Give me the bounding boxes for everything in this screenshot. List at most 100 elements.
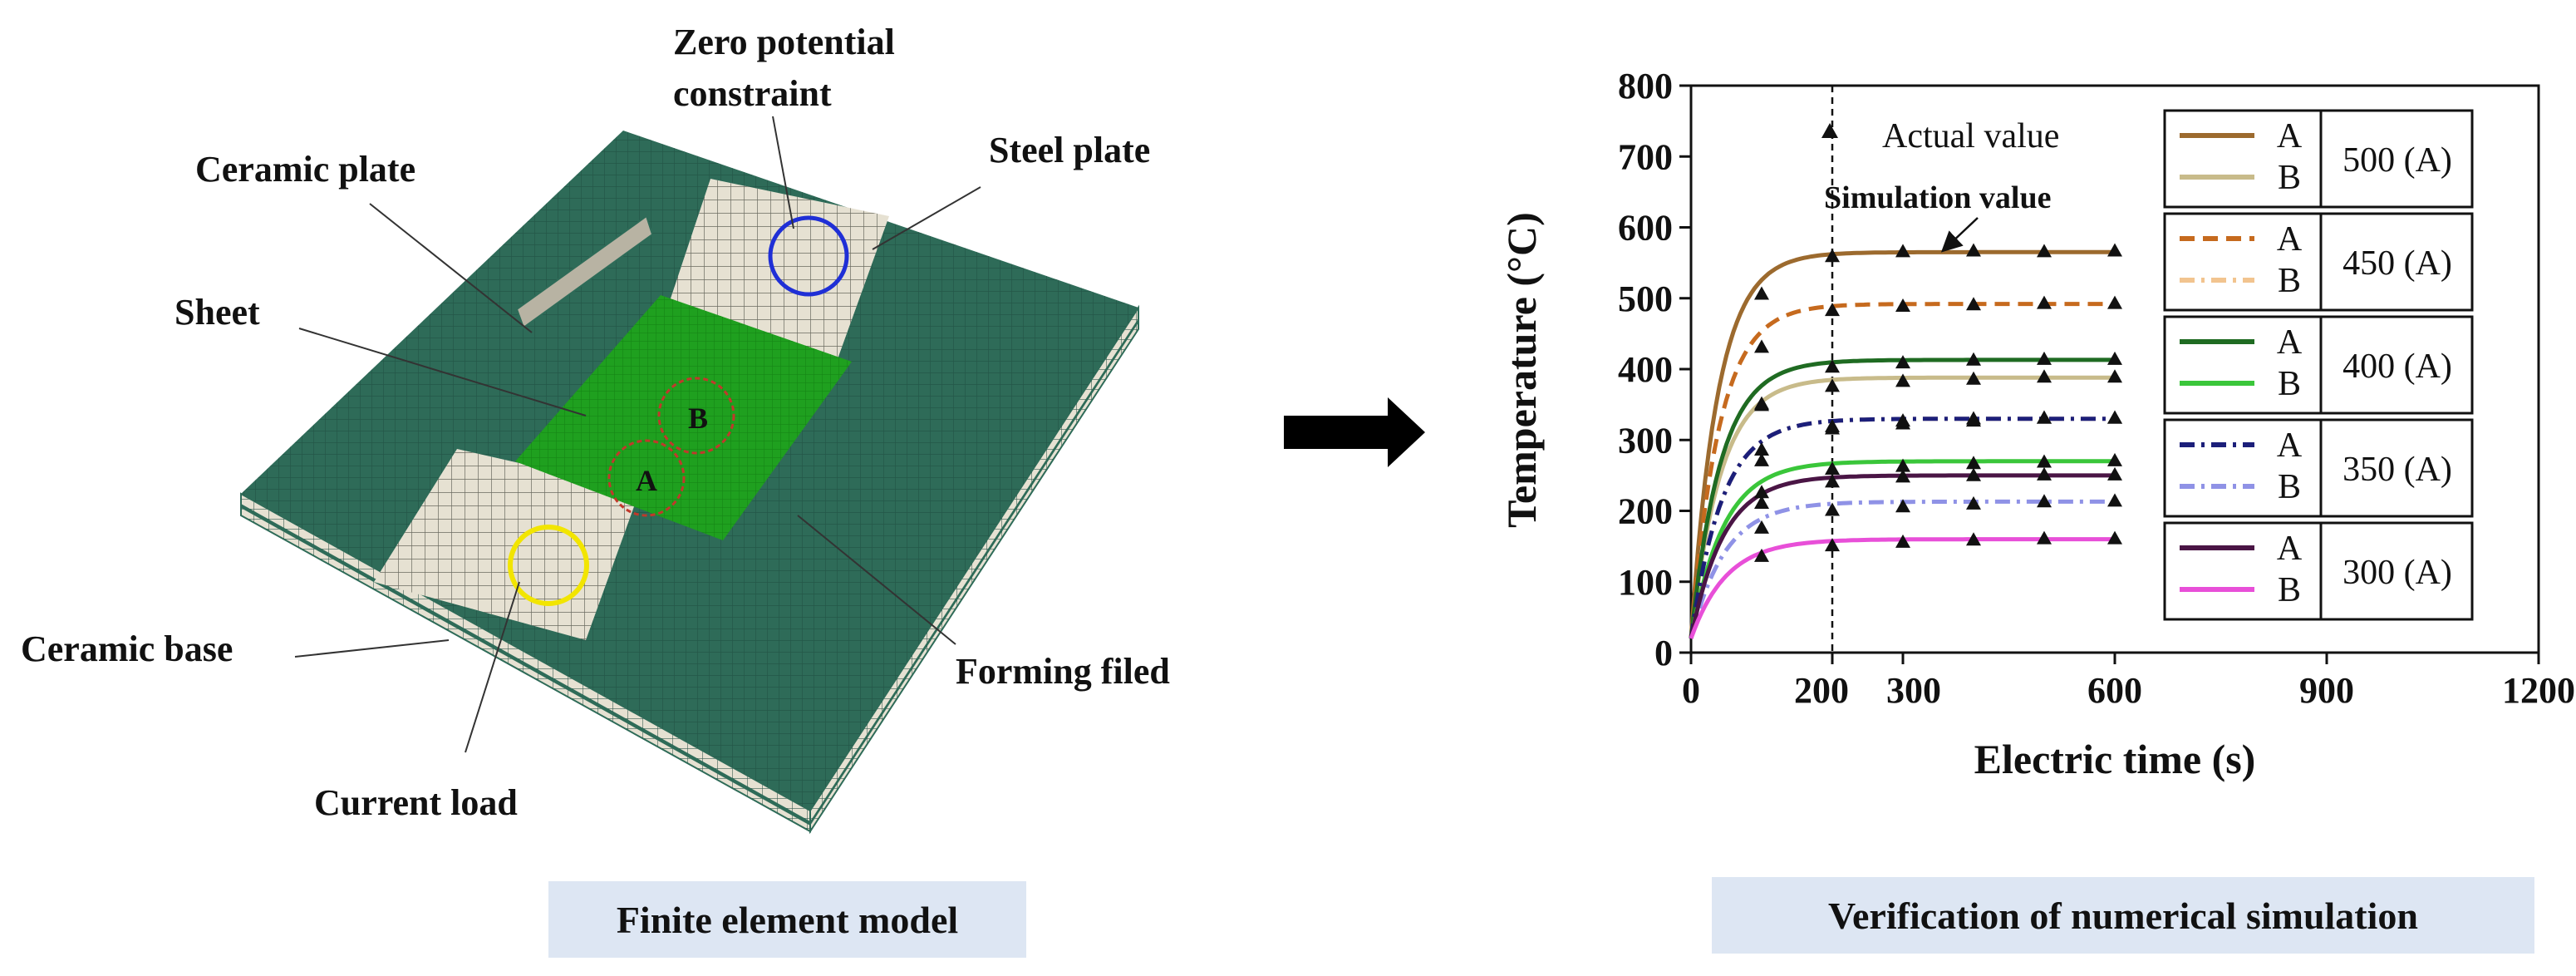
actual-value-marker (1754, 495, 1769, 509)
chart-legend: AB 500 (A)AB 450 (A)AB 400 (A)AB 350 (A)AB 30… (2163, 109, 2474, 621)
point-a-label: A (636, 464, 657, 497)
actual-value-marker (1754, 485, 1769, 499)
series-line-350A-B (1689, 499, 2115, 639)
actual-value-markers (1754, 243, 2122, 562)
actual-value-marker (1825, 502, 1840, 516)
y-axis-label: Temperature (°C) (1498, 212, 1545, 528)
legend-current-label: 350 (A) (2342, 451, 2452, 489)
actual-value-marker (1895, 413, 1910, 427)
leader-ceramic-base (294, 639, 450, 658)
actual-value-marker (1825, 378, 1840, 392)
legend-label-A: A (2277, 117, 2303, 155)
actual-value-marker (2037, 410, 2052, 424)
legend-label-B: B (2278, 262, 2301, 300)
label-zero-potential-line2: constraint (673, 73, 832, 114)
x-axis-ticks: 0 200 300 600 900 1200 (1682, 653, 2575, 711)
finite-element-model: B A Zero potential constraint Steel plat… (21, 22, 1170, 835)
actual-value-marker (1825, 359, 1840, 373)
y-tick-label: 200 (1618, 491, 1673, 532)
zero-potential-circle (768, 215, 849, 297)
temperature-chart: 0 100 200 300 400 500 600 700 800 0 200 300 600 900 1… (1498, 66, 2575, 782)
actual-value-annotation: Actual value (1882, 117, 2059, 155)
legend-label-A: A (2277, 530, 2303, 568)
leader-lines (294, 116, 981, 753)
series-line-400A-B (1689, 459, 2115, 639)
x-tick-label: 1200 (2502, 670, 2575, 711)
actual-value-marker (1754, 397, 1769, 412)
actual-value-marker (2037, 494, 2052, 508)
actual-value-marker (2107, 351, 2122, 365)
x-tick-label: 600 (2087, 670, 2142, 711)
actual-value-marker (2107, 295, 2122, 309)
simulation-value-pointer (1940, 217, 1979, 253)
actual-value-marker (1895, 458, 1910, 472)
actual-value-marker (1754, 286, 1769, 300)
label-current-load: Current load (314, 782, 518, 823)
y-tick-label: 0 (1654, 633, 1673, 673)
ceramic-plate-inner-wall (515, 214, 654, 329)
legend-box (2163, 418, 2474, 518)
label-ceramic-plate: Ceramic plate (195, 149, 415, 190)
actual-value-marker (1825, 418, 1840, 432)
series-line-450A-B (1689, 417, 2115, 639)
label-zero-potential-line1: Zero potential (673, 22, 895, 62)
legend-box (2163, 212, 2474, 312)
actual-value-legend-marker (1821, 123, 1838, 138)
actual-value-marker (2037, 295, 2052, 309)
legend-current-label: 400 (A) (2342, 348, 2452, 386)
y-tick-label: 400 (1618, 349, 1673, 390)
label-steel-plate: Steel plate (989, 130, 1150, 170)
legend-label-A: A (2277, 426, 2303, 465)
actual-value-marker (1966, 352, 1981, 366)
legend-label-B: B (2278, 365, 2301, 403)
series-line-300A-B (1689, 537, 2115, 639)
leader-steel-plate (872, 186, 981, 250)
y-tick-label: 500 (1618, 279, 1673, 319)
point-b-circle (657, 377, 735, 455)
actual-value-marker (2107, 493, 2122, 507)
legend-label-B: B (2278, 571, 2301, 609)
actual-value-marker (1895, 355, 1910, 369)
legend-box (2163, 315, 2474, 415)
actual-value-marker (1966, 467, 1981, 481)
leader-zero-potential (772, 116, 794, 229)
actual-value-marker (1895, 469, 1910, 483)
label-sheet: Sheet (175, 292, 260, 333)
y-tick-label: 800 (1618, 66, 1673, 106)
y-axis-ticks: 0 100 200 300 400 500 600 700 800 (1618, 66, 1691, 673)
actual-value-marker (1895, 373, 1910, 387)
actual-value-marker (1754, 548, 1769, 562)
legend-label-B: B (2278, 468, 2301, 506)
simulation-value-annotation: Simulation value (1824, 180, 2051, 215)
y-tick-label: 600 (1618, 208, 1673, 249)
finite-element-model-caption-text: Finite element model (616, 898, 959, 941)
actual-value-marker (1825, 474, 1840, 488)
x-tick-label: 0 (1682, 670, 1700, 711)
actual-value-marker (2037, 454, 2052, 468)
actual-value-marker (1754, 339, 1769, 353)
actual-value-marker (2107, 530, 2122, 545)
label-ceramic-base: Ceramic base (21, 628, 233, 669)
x-tick-label: 300 (1886, 670, 1941, 711)
legend-label-B: B (2278, 159, 2301, 197)
current-load-circle (508, 525, 589, 606)
actual-value-marker (1966, 456, 1981, 470)
right-arrow-icon (1284, 397, 1425, 467)
point-a-circle (607, 439, 686, 517)
leader-ceramic-plate (369, 203, 533, 333)
verification-caption: Verification of numerical simulation (1712, 877, 2534, 954)
legend-current-label: 450 (A) (2342, 244, 2452, 283)
legend-label-A: A (2277, 323, 2303, 362)
actual-value-marker (1966, 297, 1981, 311)
actual-value-marker (2037, 244, 2052, 258)
point-b-label: B (688, 402, 708, 435)
actual-value-marker (1966, 411, 1981, 425)
legend-label-A: A (2277, 220, 2303, 259)
actual-value-marker (2107, 243, 2122, 257)
actual-value-marker (1966, 243, 1981, 257)
actual-value-marker (1966, 371, 1981, 385)
x-tick-label: 200 (1794, 670, 1849, 711)
label-forming-field: Forming filed (956, 651, 1170, 692)
actual-value-marker (1754, 452, 1769, 466)
leader-forming-field (797, 515, 956, 645)
